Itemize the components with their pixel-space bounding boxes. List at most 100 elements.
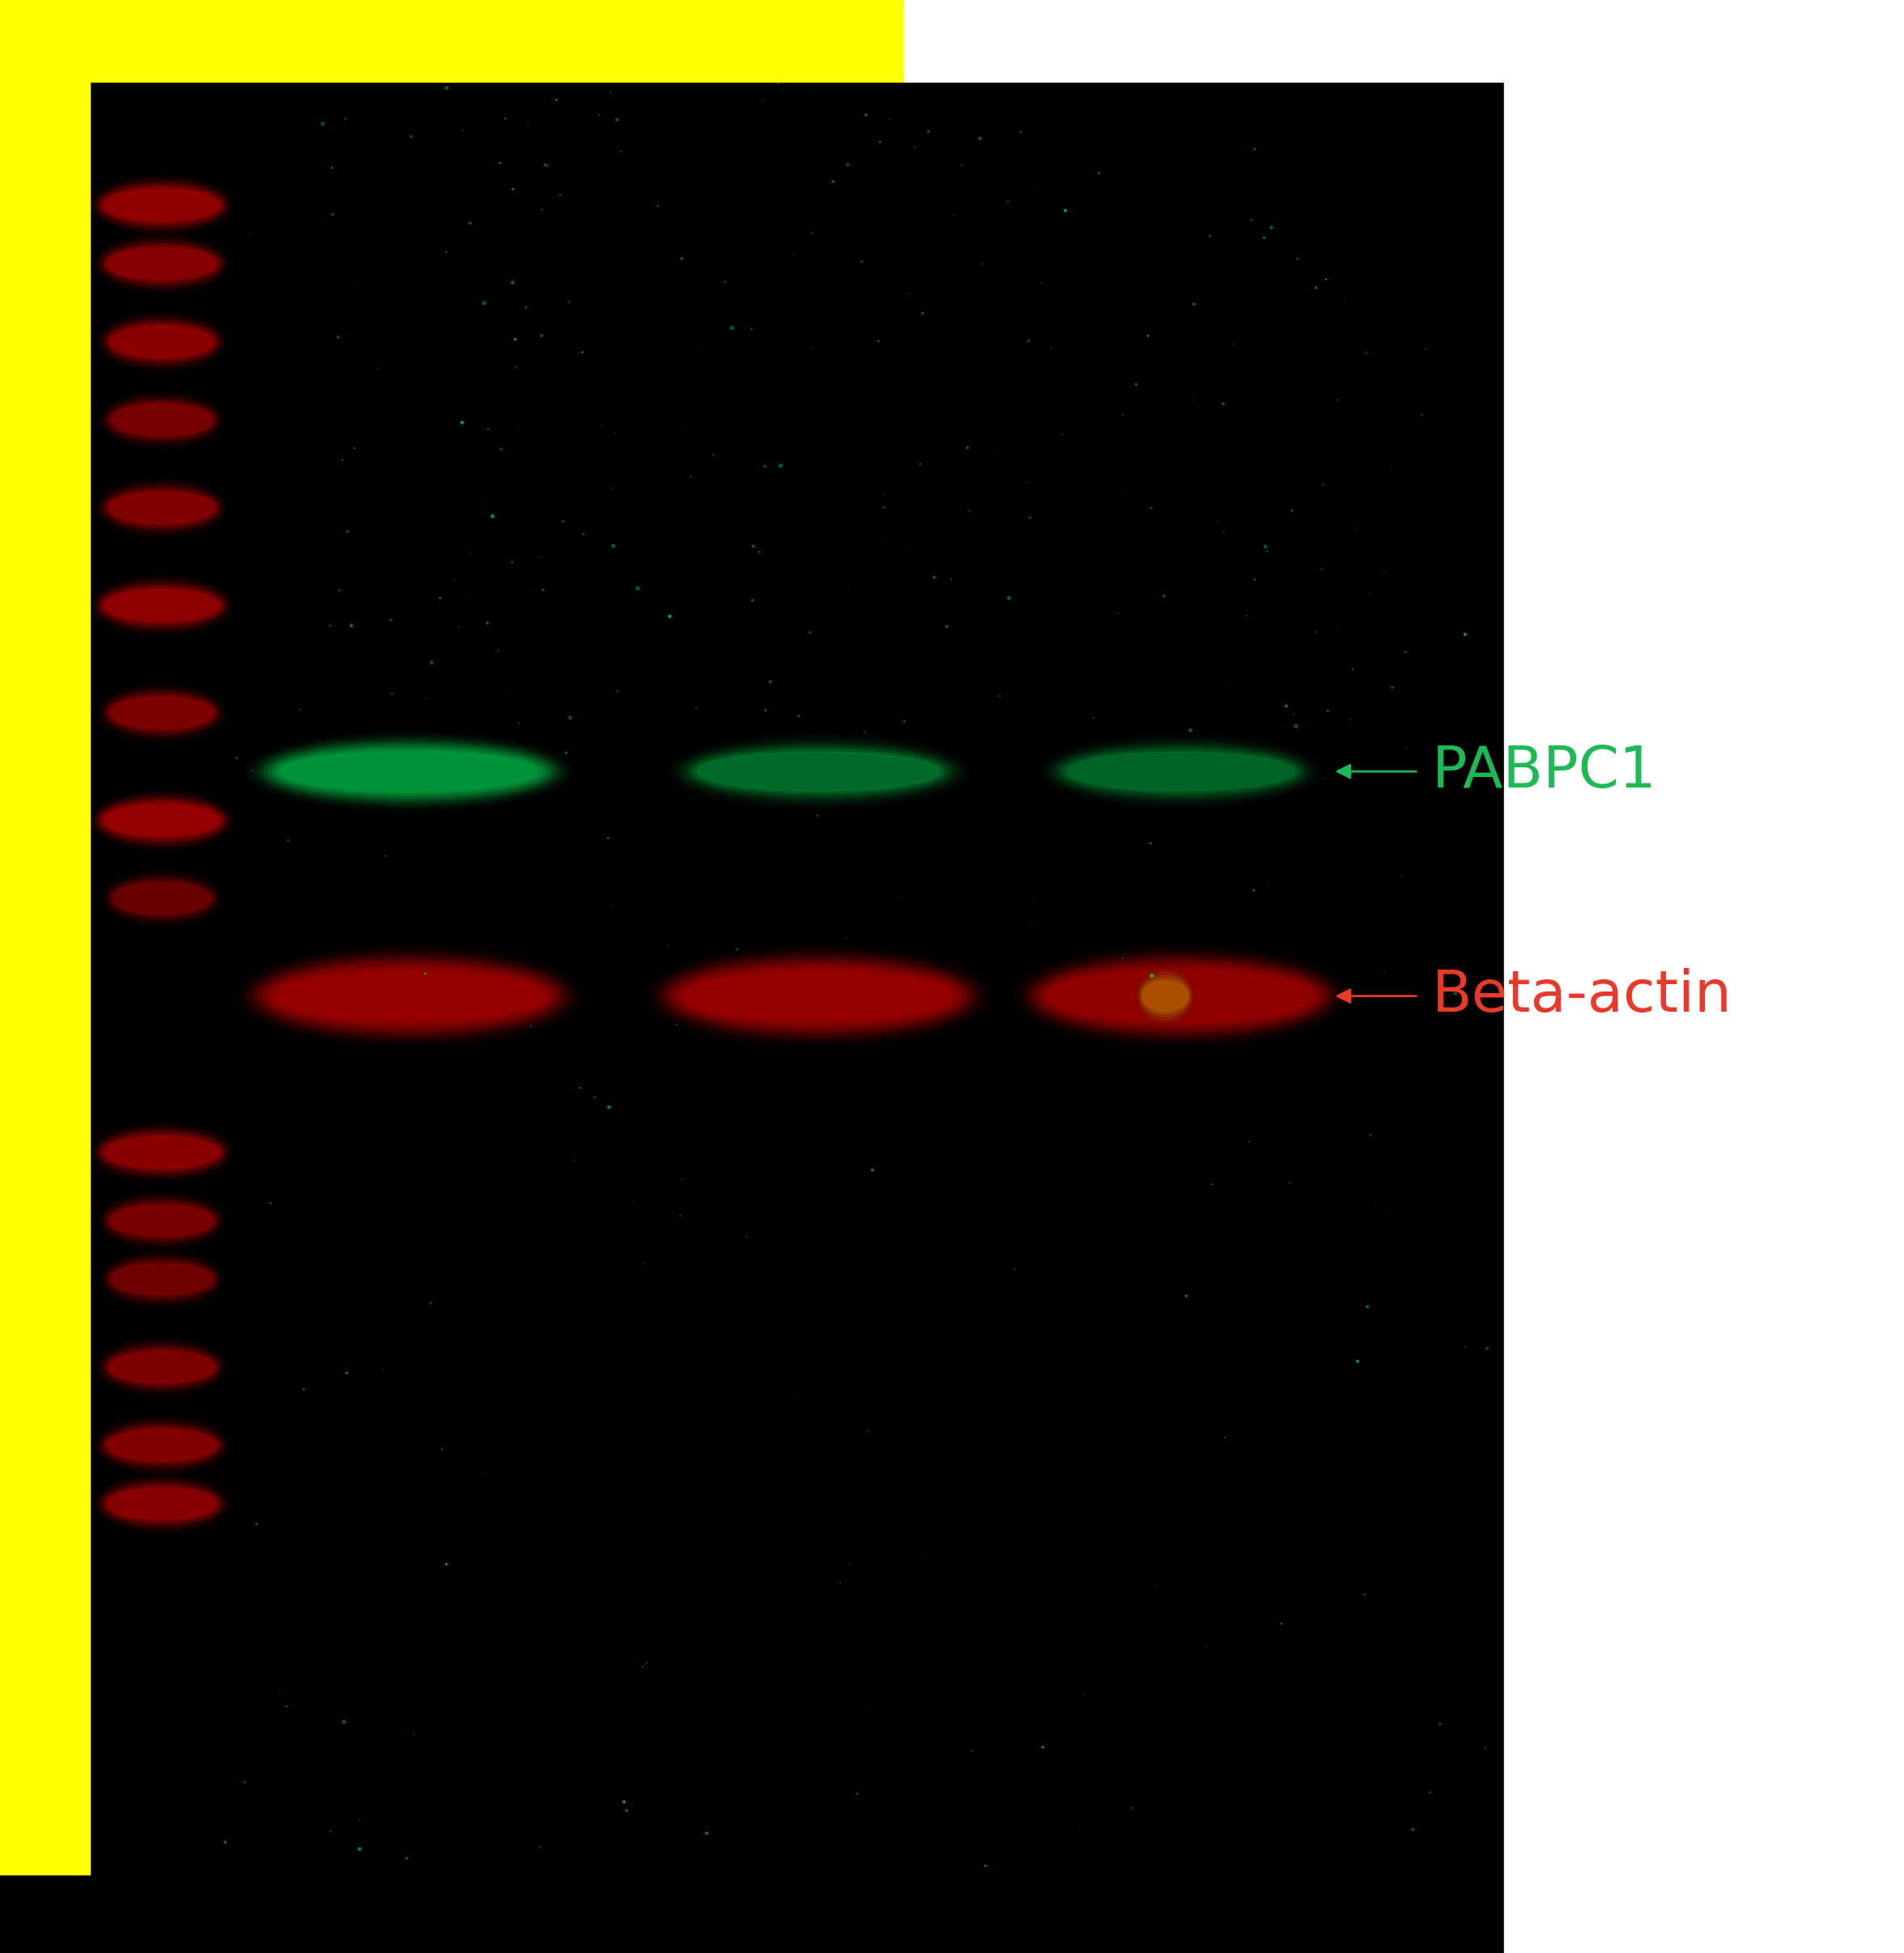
Point xyxy=(1342,514,1373,545)
Ellipse shape xyxy=(1142,980,1188,1012)
Ellipse shape xyxy=(103,187,221,223)
Ellipse shape xyxy=(97,582,227,629)
Point xyxy=(554,701,585,732)
Point xyxy=(1036,332,1066,363)
Point xyxy=(750,451,781,482)
Ellipse shape xyxy=(97,1338,227,1396)
Ellipse shape xyxy=(697,752,941,791)
Point xyxy=(586,410,617,441)
Ellipse shape xyxy=(689,748,948,797)
Ellipse shape xyxy=(274,971,545,1021)
Ellipse shape xyxy=(678,740,960,803)
Point xyxy=(411,684,442,715)
Ellipse shape xyxy=(105,246,219,281)
Ellipse shape xyxy=(267,965,552,1027)
Point xyxy=(554,287,585,318)
Point xyxy=(318,199,348,230)
Bar xyxy=(0,0,904,82)
Point xyxy=(653,930,684,961)
Point xyxy=(1335,705,1365,736)
Ellipse shape xyxy=(251,734,567,809)
Point xyxy=(895,531,925,562)
Point xyxy=(680,334,710,365)
Ellipse shape xyxy=(101,801,223,840)
Point xyxy=(1011,467,1041,498)
Point xyxy=(465,488,495,519)
Ellipse shape xyxy=(103,395,221,445)
Point xyxy=(1352,338,1382,369)
Point xyxy=(1148,580,1179,611)
Point xyxy=(834,572,864,603)
Ellipse shape xyxy=(110,1205,213,1236)
Point xyxy=(893,277,923,309)
Ellipse shape xyxy=(107,490,217,525)
Point xyxy=(981,721,1011,752)
Point xyxy=(832,148,863,180)
Point xyxy=(289,1373,320,1404)
Point xyxy=(541,84,571,115)
Point xyxy=(1011,705,1041,736)
Point xyxy=(585,1275,615,1307)
Point xyxy=(1278,494,1308,525)
Point xyxy=(1013,361,1043,393)
Point xyxy=(327,443,358,475)
Point xyxy=(457,656,487,687)
Ellipse shape xyxy=(1026,955,1335,1037)
Point xyxy=(1377,451,1407,482)
Point xyxy=(1135,828,1165,859)
Point xyxy=(579,1082,609,1113)
Point xyxy=(1192,428,1222,459)
Point xyxy=(468,287,499,318)
Point xyxy=(824,1566,855,1598)
Point xyxy=(221,742,251,773)
Ellipse shape xyxy=(664,957,973,1035)
Point xyxy=(817,166,847,197)
Ellipse shape xyxy=(95,795,228,846)
Point xyxy=(331,104,362,135)
Point xyxy=(910,1541,941,1572)
Point xyxy=(1439,978,1470,1010)
Ellipse shape xyxy=(1059,748,1302,797)
Point xyxy=(756,666,786,697)
Ellipse shape xyxy=(105,689,219,736)
Point xyxy=(1251,531,1281,562)
Point xyxy=(864,127,895,158)
Point xyxy=(731,1221,762,1252)
Point xyxy=(1257,213,1287,244)
Point xyxy=(994,582,1024,613)
Ellipse shape xyxy=(101,482,223,533)
Point xyxy=(630,1248,661,1279)
Point xyxy=(847,246,878,277)
Point xyxy=(874,104,904,135)
Point xyxy=(781,1385,811,1416)
Point xyxy=(548,506,579,537)
Point xyxy=(371,609,402,641)
Ellipse shape xyxy=(103,1344,221,1391)
Ellipse shape xyxy=(655,951,982,1041)
Point xyxy=(1110,1570,1140,1601)
Point xyxy=(1445,1510,1476,1541)
Ellipse shape xyxy=(103,588,221,623)
Point xyxy=(447,406,478,437)
Ellipse shape xyxy=(101,586,223,625)
Point xyxy=(605,137,636,168)
Ellipse shape xyxy=(95,180,228,230)
Ellipse shape xyxy=(103,1135,221,1170)
Point xyxy=(710,266,741,297)
Point xyxy=(693,756,724,787)
Point xyxy=(1091,371,1121,402)
Point xyxy=(1422,976,1453,1008)
Ellipse shape xyxy=(647,945,990,1047)
Ellipse shape xyxy=(95,234,228,293)
Point xyxy=(426,1434,457,1465)
Point xyxy=(979,434,1009,465)
Point xyxy=(1013,326,1043,357)
Ellipse shape xyxy=(91,176,232,234)
Point xyxy=(444,611,474,643)
Ellipse shape xyxy=(105,488,219,527)
Point xyxy=(255,1187,286,1219)
Point xyxy=(398,1719,428,1750)
Ellipse shape xyxy=(99,238,225,289)
Point xyxy=(1194,221,1224,252)
Point xyxy=(741,262,771,293)
